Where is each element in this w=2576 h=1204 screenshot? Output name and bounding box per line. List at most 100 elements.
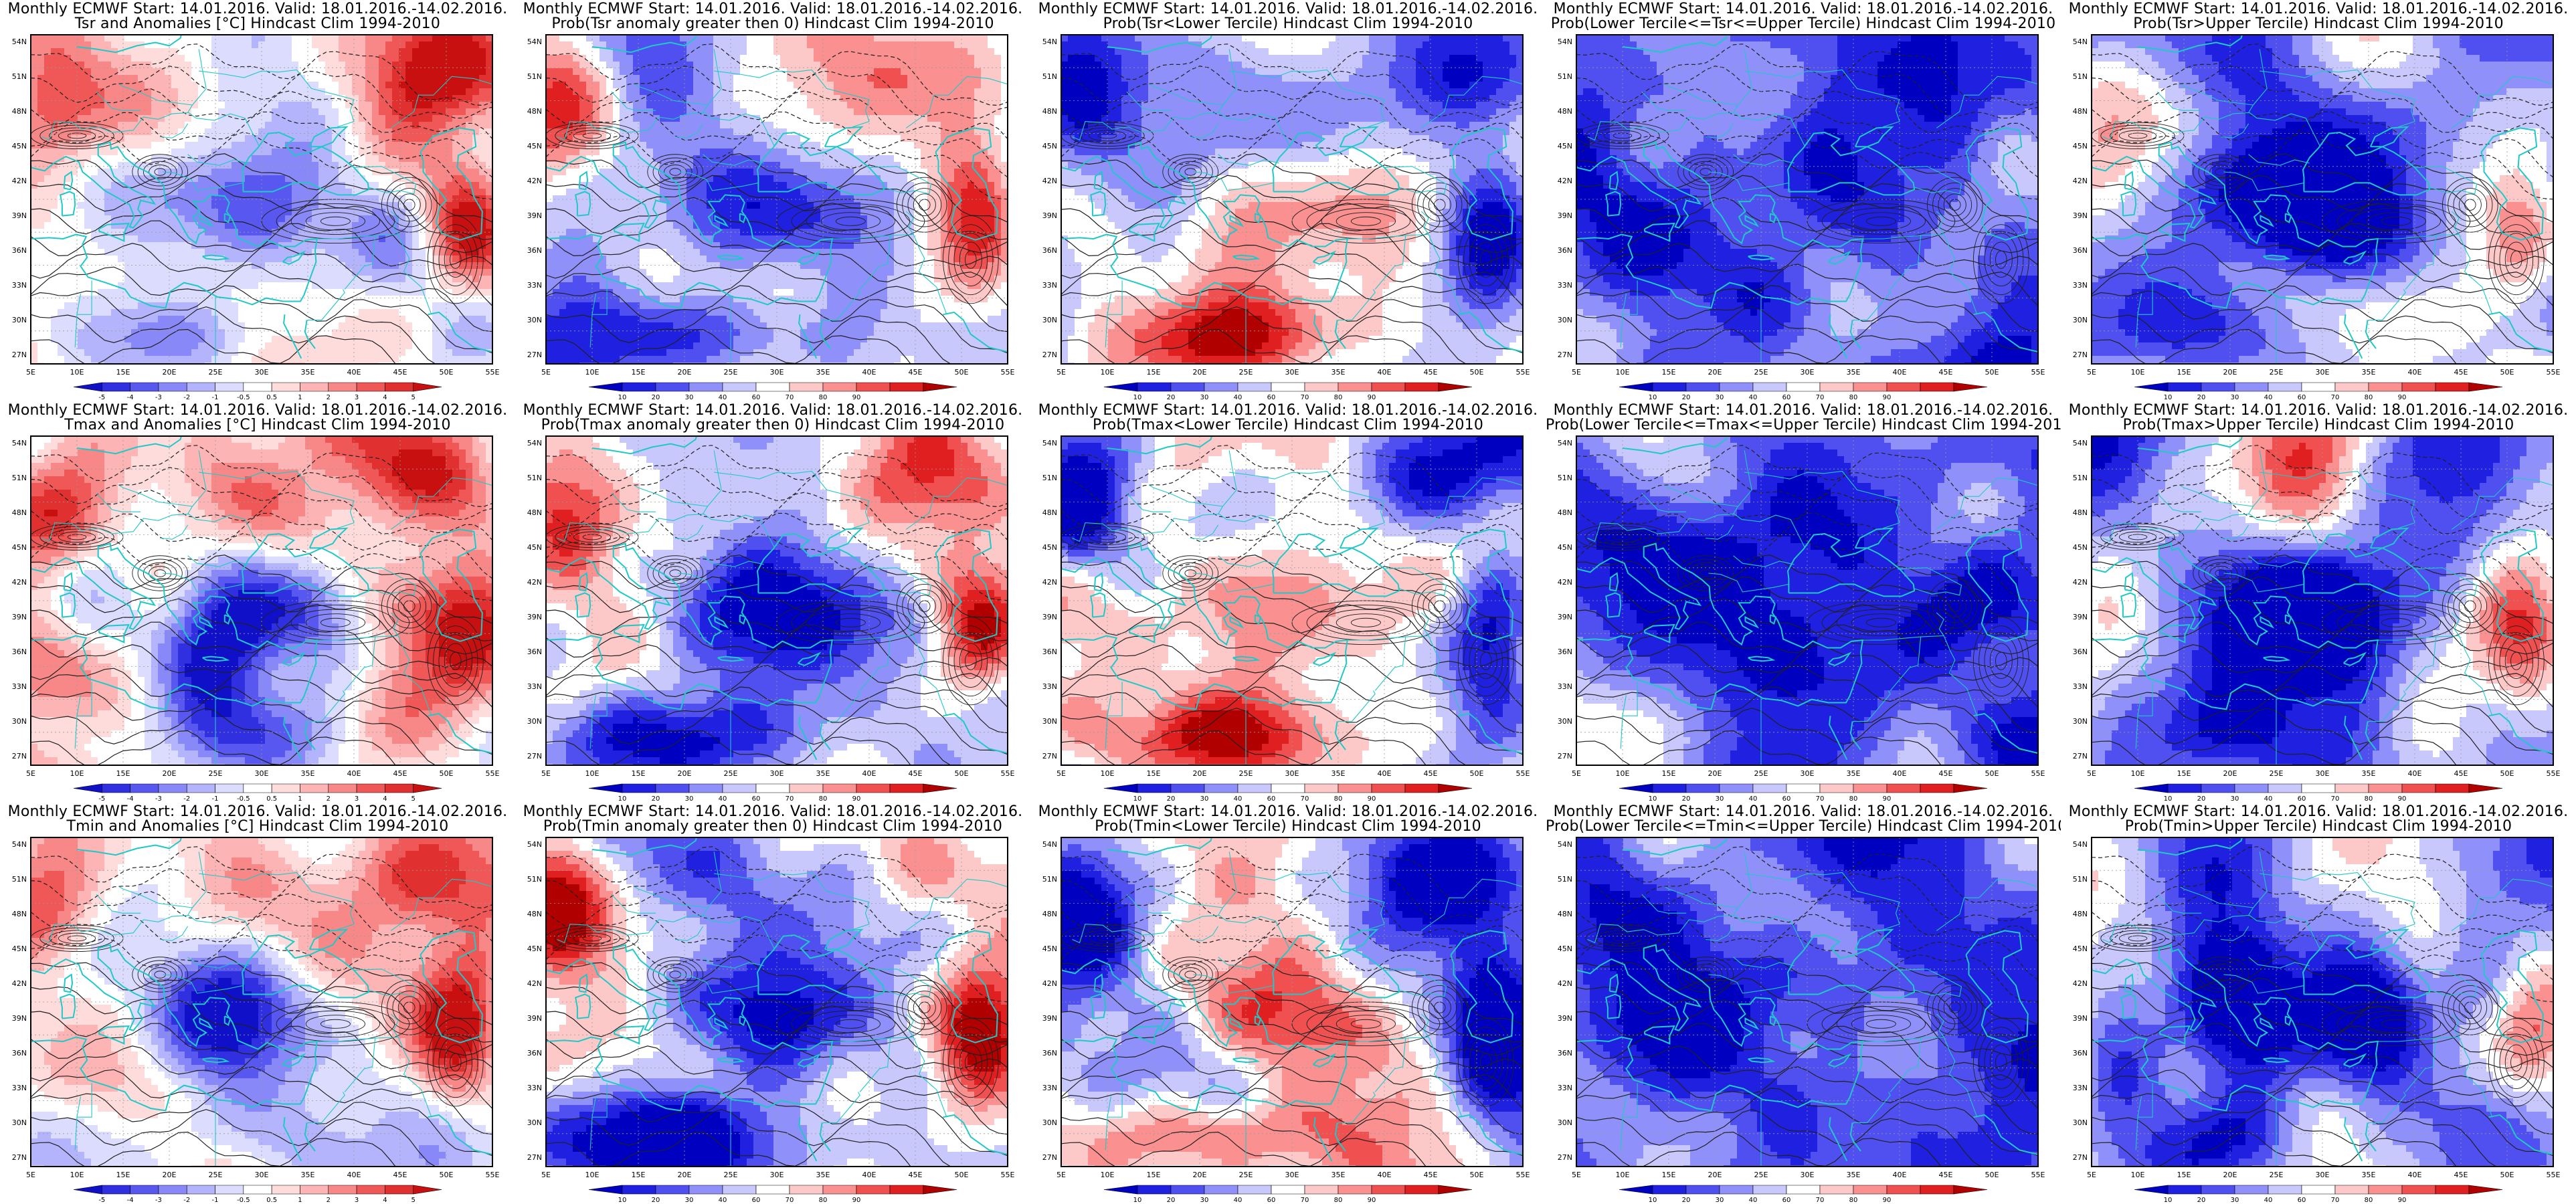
longitude-tick-label: 55E — [486, 368, 500, 377]
longitude-tick-label: 20E — [678, 769, 692, 778]
colorbar-label: 60 — [1782, 394, 1791, 401]
latitude-tick-label: 42N — [527, 979, 542, 988]
colorbar-segment — [789, 783, 824, 793]
latitude-tick-label: 48N — [1042, 107, 1057, 116]
colorbar-label: 40 — [1749, 795, 1758, 803]
colorbar-segment — [588, 382, 623, 392]
colorbar-label: 10 — [2164, 1197, 2173, 1204]
latitude-tick-label: 51N — [1042, 474, 1057, 482]
latitude-tick-label: 33N — [2073, 682, 2088, 691]
colorbar-label: 0.5 — [266, 394, 277, 401]
colorbar-segment — [1404, 1185, 1439, 1195]
colorbar-label: 90 — [1368, 394, 1376, 401]
colorbar-segment — [889, 382, 924, 392]
colorbar-segment — [1619, 382, 1653, 392]
colorbar-segment — [856, 1185, 891, 1195]
latitude-tick-label: 27N — [2073, 752, 2088, 761]
latitude-tick-label: 42N — [527, 177, 542, 185]
colorbar-label: 2 — [327, 795, 331, 803]
colorbar-segment — [1853, 1185, 1888, 1195]
graticule — [31, 837, 492, 1167]
longitude-tick-label: 15E — [116, 1171, 130, 1179]
latitude-tick-label: 30N — [527, 316, 542, 324]
longitude-tick-label: 10E — [585, 368, 600, 377]
coastlines — [2092, 837, 2553, 1162]
latitude-tick-label: 36N — [1042, 1049, 1057, 1058]
colorbar-segment — [789, 382, 824, 392]
colorbar-label: 20 — [1167, 795, 1176, 803]
panel-title-line2: Prob(Tmax>Upper Tercile) Hindcast Clim 1… — [2061, 417, 2576, 433]
colorbar-label: 20 — [2197, 1197, 2206, 1204]
colorbar-segment — [1304, 382, 1339, 392]
colorbar-label: 40 — [1749, 394, 1758, 401]
colorbar-segment — [1685, 382, 1720, 392]
colorbar-label: 90 — [1368, 795, 1376, 803]
longitude-tick-label: 20E — [2223, 1171, 2237, 1179]
latitude-tick-label: 45N — [527, 944, 542, 953]
shaded-field — [31, 35, 492, 364]
map-canvas: 54N 51N 48N 45N 42N 39N 36N 33N 30N 27N 5E 10E 15E 20… — [1558, 837, 2045, 1204]
colorbar-segment — [102, 783, 130, 793]
colorbar-segment — [130, 382, 159, 392]
colorbar-segment — [2301, 783, 2336, 793]
colorbar-segment — [2368, 1185, 2403, 1195]
latitude-tick-label: 48N — [1558, 508, 1572, 517]
latitude-tick-label: 48N — [1558, 910, 1572, 918]
colorbar-segment — [2167, 1185, 2202, 1195]
longitude-tick-label: 55E — [2031, 1171, 2045, 1179]
latitude-tick-label: 27N — [1042, 350, 1057, 359]
longitude-tick-label: 20E — [163, 769, 177, 778]
colorbar-segment — [243, 783, 272, 793]
longitude-tick-label: 15E — [632, 368, 646, 377]
latitude-tick-label: 48N — [2073, 508, 2088, 517]
colorbar-label: 60 — [1782, 1197, 1791, 1204]
colorbar-segment — [2268, 382, 2302, 392]
colorbar-segment — [1438, 382, 1473, 392]
colorbar-label: 30 — [1716, 394, 1724, 401]
latitude-tick-label: 45N — [1042, 142, 1057, 150]
coastlines — [31, 837, 492, 1162]
colorbar-segment — [923, 783, 957, 793]
colorbar-segment — [1920, 1185, 1954, 1195]
longitude-tick-label: 20E — [1193, 769, 1207, 778]
longitude-tick-label: 50E — [1470, 1171, 1484, 1179]
colorbar-segment — [2401, 382, 2436, 392]
colorbar-label: -4 — [127, 1197, 134, 1204]
longitude-tick-label: 20E — [1708, 368, 1722, 377]
colorbar-segment — [1886, 382, 1921, 392]
longitude-tick-label: 25E — [1239, 368, 1253, 377]
latitude-tick-label: 42N — [12, 578, 27, 587]
colorbar-segment — [1204, 1185, 1238, 1195]
shaded-field — [2092, 35, 2553, 364]
longitude-tick-label: 35E — [2362, 368, 2376, 377]
country-borders — [557, 49, 1008, 364]
colorbar-segment — [1137, 783, 1172, 793]
map-canvas: 54N 51N 48N 45N 42N 39N 36N 33N 30N 27N 5E 10E 15E 20… — [527, 837, 1015, 1204]
colorbar-label: -1 — [212, 795, 219, 803]
longitude-tick-label: 45E — [1939, 1171, 1953, 1179]
colorbar-label: 90 — [852, 394, 861, 401]
longitude-tick-label: 40E — [347, 1171, 361, 1179]
colorbar-segment — [2134, 1185, 2169, 1195]
longitude-tick-label: 50E — [1985, 368, 1999, 377]
longitude-tick-label: 20E — [163, 368, 177, 377]
latitude-tick-label: 51N — [2073, 875, 2088, 884]
colorbar-label: 10 — [1649, 1197, 1657, 1204]
colorbar-label: 80 — [1334, 795, 1343, 803]
longitude-tick-label: 10E — [2131, 1171, 2145, 1179]
longitude-tick-label: 45E — [909, 769, 923, 778]
longitude-tick-label: 10E — [585, 1171, 600, 1179]
colorbar-label: 10 — [1649, 394, 1657, 401]
panel-title-line2: Prob(Tsr>Upper Tercile) Hindcast Clim 19… — [2061, 16, 2576, 32]
colorbar-segment — [822, 783, 857, 793]
latitude-tick-label: 27N — [12, 752, 27, 761]
map-frame — [30, 435, 493, 766]
longitude-tick-label: 5E — [1572, 1171, 1581, 1179]
latitude-tick-label: 51N — [1558, 72, 1572, 81]
country-borders — [1587, 49, 2038, 364]
longitude-tick-label: 25E — [1754, 769, 1768, 778]
longitude-tick-label: 55E — [2547, 769, 2561, 778]
latitude-tick-label: 36N — [527, 647, 542, 656]
shaded-field — [1061, 436, 1523, 765]
colorbar-segment — [2234, 1185, 2269, 1195]
